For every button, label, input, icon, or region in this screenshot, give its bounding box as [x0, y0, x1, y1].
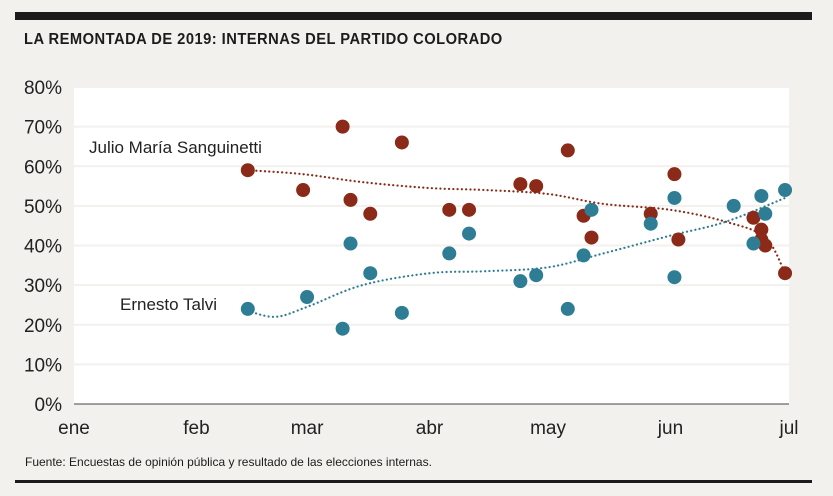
sanguinetti-point [671, 232, 686, 247]
talvi-point [513, 274, 528, 289]
trend-line-sanguinetti [246, 169, 787, 275]
sanguinetti-point [746, 210, 761, 225]
talvi-point [300, 290, 315, 305]
sanguinetti-point [343, 192, 358, 207]
trend-lines [246, 169, 787, 318]
sanguinetti-point [442, 202, 457, 217]
y-tick-label: 80% [24, 78, 62, 99]
talvi-point [754, 188, 769, 203]
grid-band [74, 246, 789, 285]
talvi-point [442, 246, 457, 261]
talvi-point [746, 236, 761, 251]
series-label-talvi: Ernesto Talvi [120, 295, 217, 314]
grid-band [74, 167, 789, 205]
sanguinetti-point [560, 143, 575, 158]
talvi-point [363, 266, 378, 281]
grid-band [74, 325, 789, 364]
sanguinetti-point [462, 202, 477, 217]
y-tick-label: 60% [24, 157, 62, 178]
grid-bands [74, 88, 789, 405]
talvi-point [529, 268, 544, 283]
sanguinetti-point [240, 163, 255, 178]
talvi-point [394, 305, 409, 320]
talvi-point [240, 301, 255, 316]
x-tick-label: ene [58, 418, 90, 439]
chart-title: LA REMONTADA DE 2019: INTERNAS DEL PARTI… [24, 31, 503, 48]
sanguinetti-point [754, 222, 769, 237]
talvi-point [584, 202, 599, 217]
x-tick-label: mar [291, 418, 324, 439]
sanguinetti-point [667, 167, 682, 182]
grid-band [74, 206, 789, 245]
y-tick-label: 30% [24, 276, 62, 297]
source-note: Fuente: Encuestas de opinión pública y r… [25, 455, 432, 469]
y-tick-label: 40% [24, 237, 62, 258]
sanguinetti-point [584, 230, 599, 245]
sanguinetti-point [529, 179, 544, 194]
x-axis-labels: ene feb mar abr may jun jul [58, 418, 798, 439]
data-points [240, 119, 793, 336]
talvi-point [560, 301, 575, 316]
x-tick-label: jun [657, 418, 683, 439]
talvi-point [643, 216, 658, 231]
grid-band [74, 365, 789, 404]
talvi-point [726, 198, 741, 213]
talvi-point [758, 206, 773, 221]
talvi-point [667, 270, 682, 285]
sanguinetti-point [643, 206, 658, 221]
y-tick-label: 50% [24, 197, 62, 218]
y-tick-label: 20% [24, 316, 62, 337]
grid-band [74, 286, 789, 324]
x-tick-label: feb [183, 418, 209, 439]
x-tick-label: may [530, 418, 566, 439]
talvi-point [462, 226, 477, 241]
y-tick-label: 70% [24, 118, 62, 139]
talvi-point [335, 321, 350, 336]
sanguinetti-point [363, 206, 378, 221]
bottom-rule [15, 480, 812, 483]
talvi-point [667, 190, 682, 205]
talvi-point [778, 183, 793, 198]
grid-band [74, 88, 789, 126]
sanguinetti-point [778, 266, 793, 281]
grid-band [74, 127, 789, 166]
x-tick-label: jul [778, 418, 798, 439]
sanguinetti-point [513, 177, 528, 192]
talvi-point [576, 248, 591, 263]
trend-line-talvi [246, 196, 787, 318]
y-tick-label: 10% [24, 355, 62, 376]
y-axis-labels: 0% 10% 20% 30% 40% 50% 60% 70% 80% [24, 78, 62, 416]
top-rule [15, 12, 812, 20]
x-tick-label: abr [416, 418, 444, 439]
y-tick-label: 0% [35, 395, 63, 416]
sanguinetti-point [296, 183, 311, 198]
talvi-point [343, 236, 358, 251]
sanguinetti-point [394, 135, 409, 150]
series-label-sanguinetti: Julio María Sanguinetti [89, 138, 262, 157]
sanguinetti-point [335, 119, 350, 134]
sanguinetti-point [758, 238, 773, 253]
